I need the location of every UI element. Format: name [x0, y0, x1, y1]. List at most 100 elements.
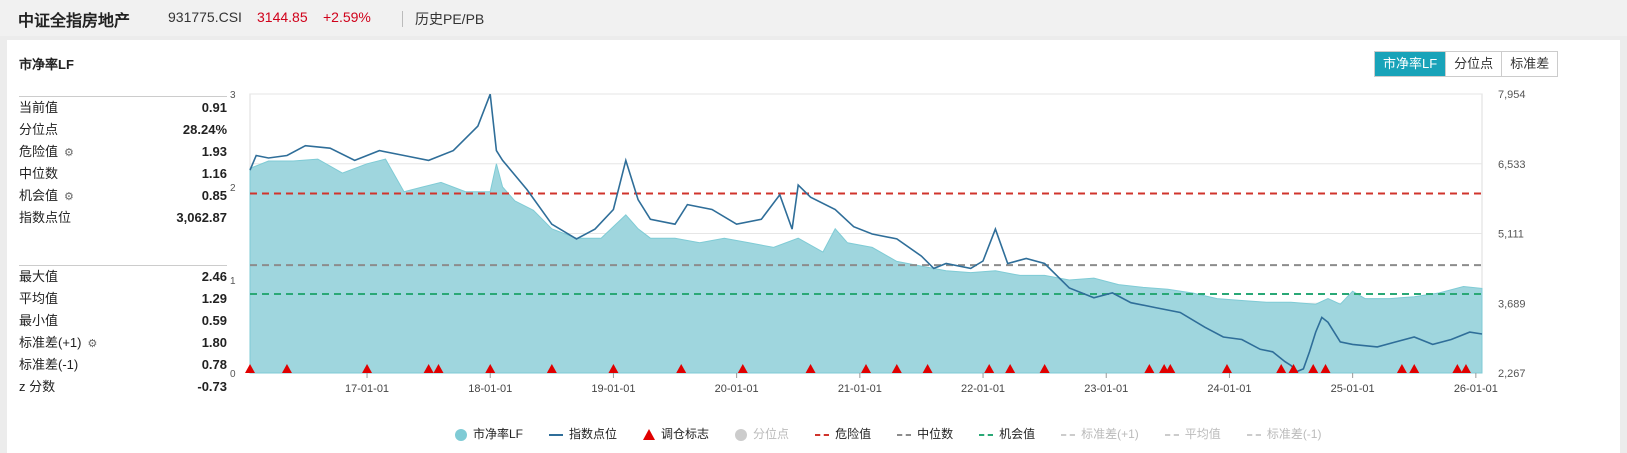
legend-dash-icon: [1246, 433, 1261, 436]
legend-item[interactable]: 标准差(+1): [1061, 425, 1139, 442]
stat-value: 0.59: [201, 313, 227, 328]
stat-label: 标准差(+1) ⚙: [19, 332, 97, 355]
rebalance-marker: [1396, 364, 1407, 373]
rebalance-marker: [1221, 364, 1232, 373]
stat-row: 标准差(-1) 0.78: [19, 354, 227, 376]
rebalance-marker: [737, 364, 748, 373]
rebalance-marker: [281, 364, 292, 373]
rebalance-marker: [1320, 364, 1331, 373]
legend-item[interactable]: 危险值: [815, 425, 871, 442]
history-pe-pb-link[interactable]: 历史PE/PB: [415, 11, 485, 27]
legend-item[interactable]: 分位点: [735, 425, 789, 442]
legend-item[interactable]: 中位数: [897, 425, 953, 442]
stat-row: 最大值 2.46: [19, 266, 227, 288]
index-level-line: [249, 93, 1483, 373]
metric-button-stddev[interactable]: 标准差: [1501, 52, 1558, 76]
left-axis-tick-label: 1: [230, 276, 236, 287]
right-axis-tick-label: 5,111: [1498, 229, 1524, 241]
header-divider: [402, 11, 403, 27]
legend-label: 标准差(-1): [1266, 427, 1322, 441]
rebalance-marker: [984, 364, 995, 373]
stat-label: 危险值 ⚙: [19, 141, 74, 164]
rebalance-marker: [1409, 364, 1420, 373]
stat-value: 2.46: [201, 269, 227, 284]
gear-icon[interactable]: ⚙: [64, 147, 74, 159]
rebalance-marker: [676, 364, 687, 373]
rebalance-marker: [433, 364, 444, 373]
legend-label: 调仓标志: [661, 427, 710, 441]
rebalance-marker: [245, 364, 255, 373]
x-axis-tick-label: 18-01-01: [468, 383, 512, 395]
rebalance-marker: [362, 364, 373, 373]
rebalance-marker: [1452, 364, 1463, 373]
stat-label: 最小值: [19, 313, 59, 328]
rebalance-marker: [861, 364, 871, 373]
legend-triangle-icon: [643, 429, 656, 441]
legend-label: 市净率LF: [473, 427, 524, 441]
gear-icon[interactable]: ⚙: [87, 338, 98, 350]
legend-dash-icon: [1164, 433, 1179, 436]
index-change: +2.59%: [323, 9, 371, 25]
stat-row: 最小值 0.59: [19, 310, 227, 332]
rebalance-marker: [485, 364, 496, 373]
legend-dash-icon: [815, 433, 830, 436]
summary-stats: 最大值 2.46 平均值 1.29 最小值 0.59 标准差(+1) ⚙ 1.80 标准差(-1)…: [19, 265, 227, 398]
right-axis-tick-label: 6,533: [1498, 159, 1526, 171]
stat-label: z 分数: [19, 379, 56, 394]
x-axis-tick-label: 26-01-01: [1454, 383, 1498, 395]
legend-label: 中位数: [917, 427, 954, 441]
metric-button-percentile[interactable]: 分位点: [1445, 52, 1502, 76]
stat-value: 1.80: [201, 335, 227, 350]
metric-switcher: 市净率LF 分位点 标准差: [1374, 51, 1559, 77]
stat-label: 最大值: [19, 269, 59, 284]
legend-item[interactable]: 平均值: [1164, 425, 1221, 442]
legend-item[interactable]: 机会值: [979, 425, 1035, 442]
left-axis-tick-label: 2: [230, 183, 236, 194]
stat-value: -0.73: [197, 379, 227, 394]
legend-item[interactable]: 市净率LF: [455, 425, 523, 442]
rebalance-marker: [922, 364, 933, 373]
x-axis-tick-label: 23-01-01: [1084, 383, 1128, 395]
index-code: 931775.CSI: [168, 9, 242, 25]
index-name: 中证全指房地产: [18, 13, 131, 30]
metric-button-pb[interactable]: 市净率LF: [1375, 52, 1446, 76]
rebalance-marker: [1144, 364, 1155, 373]
stat-row: 机会值 ⚙ 0.85: [19, 185, 227, 207]
rebalance-marker: [805, 364, 816, 373]
stat-value: 1.29: [201, 291, 227, 306]
stat-value: 0.85: [201, 188, 227, 203]
stat-row: 当前值 0.91: [19, 97, 227, 119]
rebalance-marker: [1039, 364, 1050, 373]
x-axis-tick-label: 21-01-01: [838, 383, 882, 395]
stat-row: 危险值 ⚙ 1.93: [19, 141, 227, 163]
gear-icon[interactable]: ⚙: [64, 191, 74, 203]
x-axis-tick-label: 19-01-01: [591, 383, 635, 395]
legend-label: 分位点: [753, 427, 790, 441]
right-axis-tick-label: 7,954: [1498, 89, 1526, 101]
stat-row: 中位数 1.16: [19, 163, 227, 185]
right-axis-tick-label: 2,267: [1498, 368, 1526, 380]
rebalance-marker: [608, 364, 619, 373]
panel-title: 市净率LF: [19, 57, 74, 72]
legend-item[interactable]: 调仓标志: [643, 425, 709, 442]
stat-label: 分位点: [19, 122, 59, 137]
stat-value: 0.78: [201, 357, 227, 372]
stat-label: 中位数: [19, 166, 59, 181]
legend-label: 机会值: [999, 427, 1036, 441]
rebalance-marker: [1308, 364, 1319, 373]
stat-label: 平均值: [19, 291, 59, 306]
stat-label: 标准差(-1): [19, 357, 79, 372]
legend-label: 指数点位: [569, 427, 618, 441]
stat-row: 平均值 1.29: [19, 288, 227, 310]
legend-label: 标准差(+1): [1081, 427, 1139, 441]
stat-value: 3,062.87: [176, 210, 227, 225]
stat-value: 1.16: [201, 166, 227, 181]
x-axis-tick-label: 25-01-01: [1331, 383, 1375, 395]
legend-item[interactable]: 指数点位: [549, 425, 617, 442]
stat-label: 指数点位: [19, 210, 72, 225]
legend-line-icon: [549, 433, 564, 436]
right-axis-tick-label: 3,689: [1498, 298, 1526, 310]
legend-item[interactable]: 标准差(-1): [1246, 425, 1322, 442]
stat-label: 机会值 ⚙: [19, 185, 74, 208]
